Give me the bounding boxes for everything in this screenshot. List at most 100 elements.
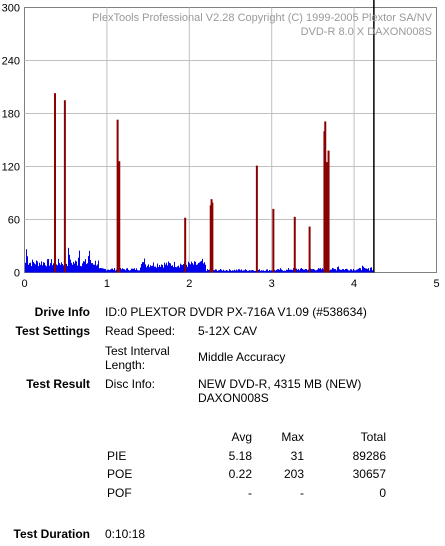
pie-bar [303,269,304,273]
x-tick-label: 1 [104,278,110,290]
pie-bar [107,269,108,273]
poe-spike [53,93,56,273]
pie-bar [51,259,52,273]
pie-bar [229,269,230,273]
drive-info-label: Drive Info [34,305,90,319]
pie-bar [206,270,207,273]
pie-bar [183,264,184,273]
pie-bar [346,268,347,273]
pie-bar [124,269,125,273]
pie-bar [98,260,99,273]
pie-bar [320,268,321,273]
pie-bar [26,249,27,273]
pie-bar [130,270,131,273]
pie-bar [58,258,59,273]
pie-bar [347,269,348,273]
pie-bar [110,269,111,273]
pie-bar [318,268,319,273]
pie-bar [314,269,315,273]
pie-bar [56,264,57,273]
pie-bar [37,261,38,273]
pie-bar [80,265,81,273]
pie-bar [308,269,309,273]
pie-bar [138,270,139,273]
pie-bar [219,270,220,273]
pie-bar [282,270,283,273]
pie-bar [160,266,161,273]
pie-bar [337,267,338,273]
pie-bar [170,263,171,273]
pie-bar [168,261,169,273]
stats-row-total: 89286 [352,449,386,463]
pie-bar [28,264,29,273]
pie-bar [341,269,342,273]
pie-bar [222,270,223,273]
error-rate-chart: PlexTools Professional V2.28 Copyright (… [2,0,440,290]
pie-bar [106,270,107,273]
pie-bar [181,264,182,273]
x-tick-label: 4 [351,278,357,290]
test-duration-label: Test Duration [13,527,90,541]
stats-row-max: - [300,486,304,500]
pie-bar [135,269,136,273]
pie-bar [77,265,78,273]
pie-bar [255,270,256,273]
pie-bar [214,270,215,273]
pie-bar [72,264,73,273]
pie-bar [82,263,83,273]
pie-bar [317,269,318,273]
pie-bar [338,266,339,273]
pie-bar [260,270,261,273]
pie-bar [280,268,281,273]
pie-bar [194,261,195,273]
pie-bar [199,262,200,273]
pie-bar [87,263,88,273]
pie-bar [147,265,148,273]
pie-bar [83,261,84,273]
pie-bar [104,268,105,273]
pie-bar [350,269,351,273]
pie-bar [250,270,251,273]
pie-bar [285,270,286,273]
pie-bar [242,270,243,273]
stats-row-avg: 5.18 [228,449,252,463]
pie-bar [141,264,142,273]
pie-bar [66,263,67,273]
pie-bar [238,269,239,273]
pie-bar [139,270,140,273]
pie-bar [166,262,167,273]
pie-bar [150,265,151,273]
y-tick-label: 240 [2,56,20,68]
pie-bar [332,267,333,273]
pie-bar [47,259,48,273]
pie-bar [248,270,249,273]
pie-bar [366,268,367,273]
pie-bar [99,268,100,273]
pie-bar [290,269,291,273]
pie-bar [261,270,262,273]
pie-bar [27,256,28,273]
read-speed-label: Read Speed: [105,324,176,338]
stats-row-name: POF [107,486,132,500]
pie-bar [154,266,155,273]
pie-bar [246,269,247,273]
pie-bar [284,270,285,273]
pie-bar [289,269,290,273]
pie-bar [121,269,122,273]
pie-bar [91,263,92,273]
pie-bar [243,270,244,273]
pie-bar [120,267,121,273]
pie-bar [244,270,245,273]
pie-bar [215,269,216,273]
pie-bar [45,265,46,273]
pie-bar [144,258,145,273]
pie-bar [311,269,312,273]
pie-bar [288,268,289,273]
pie-bar [88,256,89,273]
pie-bar [306,269,307,273]
pie-bar [36,260,37,273]
pie-bar [358,268,359,273]
pie-bar [151,266,152,273]
pie-bar [159,264,160,273]
pie-bar [33,261,34,273]
